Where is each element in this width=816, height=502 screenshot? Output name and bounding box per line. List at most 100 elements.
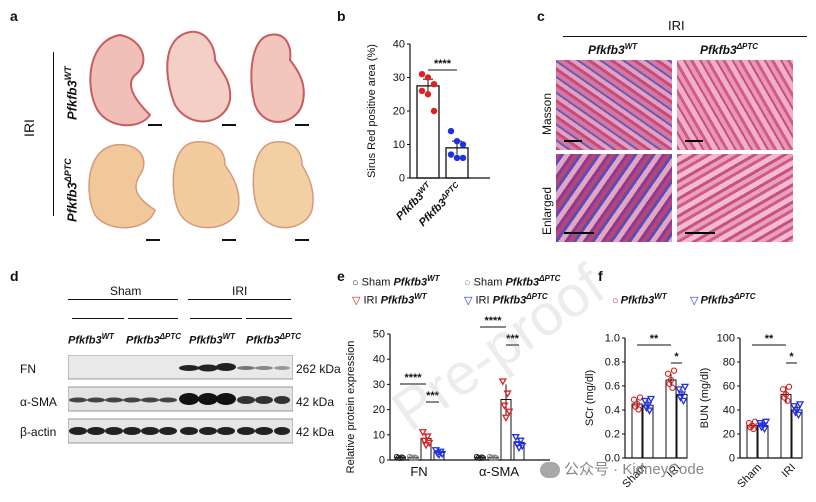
sig-f-iri: * xyxy=(789,351,794,363)
y-tick-label: 0 xyxy=(379,455,385,467)
y-tick-label: 0.0 xyxy=(605,453,620,465)
data-point xyxy=(747,424,754,431)
data-point xyxy=(501,414,511,423)
data-point xyxy=(784,397,791,404)
bar xyxy=(642,404,654,459)
legend-item: ○ Pfkfb3WT xyxy=(612,292,667,307)
data-point xyxy=(418,87,426,95)
data-point xyxy=(459,141,467,148)
x-tick-label: FN xyxy=(410,464,427,479)
data-point xyxy=(640,397,650,406)
panel-c-iri-label: IRI xyxy=(668,18,685,33)
data-point xyxy=(643,402,653,410)
geno-label-3: Pfkfb3WT xyxy=(189,332,236,347)
data-point xyxy=(635,406,642,413)
geno-line-1 xyxy=(72,318,124,319)
y-tick-label: 0.2 xyxy=(605,429,620,441)
panel-c-bracket xyxy=(563,36,807,37)
data-point xyxy=(433,450,442,458)
data-point xyxy=(666,380,673,388)
data-point xyxy=(425,439,434,448)
panel-d-sham: Sham xyxy=(110,284,142,298)
panel-d-letter: d xyxy=(10,268,19,284)
bar xyxy=(416,85,440,179)
y-tick-label: 0.4 xyxy=(605,405,620,417)
data-point xyxy=(421,441,431,450)
data-point xyxy=(645,407,654,415)
sig-e2: *** xyxy=(426,390,440,402)
data-point xyxy=(511,434,520,442)
geno-line-4 xyxy=(246,318,292,319)
panel-c-row-enlarged: Enlarged xyxy=(540,186,554,235)
data-point xyxy=(505,408,514,416)
micrograph-enlarged-ko xyxy=(677,154,793,242)
legend-item: ▽ IRI Pfkfb3ΔPTC xyxy=(464,292,548,307)
data-point xyxy=(423,433,432,441)
y-tick-label: 10 xyxy=(393,139,405,151)
y-tick-label: 60 xyxy=(723,381,735,393)
data-point xyxy=(430,81,438,88)
data-point xyxy=(789,403,799,411)
data-point xyxy=(493,455,500,461)
sig-e3: **** xyxy=(484,315,502,327)
y-tick-label: 1.0 xyxy=(605,333,620,345)
panel-a-letter: a xyxy=(10,8,18,24)
data-point xyxy=(630,396,638,403)
geno-label-4: Pfkfb3ΔPTC xyxy=(246,332,301,347)
sig-f-sham-iri: ** xyxy=(650,333,659,345)
geno-label-1: Pfkfb3WT xyxy=(68,332,115,347)
data-point xyxy=(670,367,678,374)
panel-e-legend: ○ Sham Pfkfb3WT ○ Sham Pfkfb3ΔPTC ▽ IRI Pfkfb… xyxy=(352,274,582,314)
data-point xyxy=(424,74,432,81)
data-point xyxy=(513,441,522,449)
data-point xyxy=(779,386,787,393)
data-point xyxy=(424,91,432,98)
sham-line xyxy=(68,299,178,300)
y-tick-label: 40 xyxy=(723,405,735,417)
data-point xyxy=(794,411,803,420)
data-point xyxy=(514,444,524,452)
data-point xyxy=(748,422,756,429)
data-point xyxy=(500,402,509,410)
panel-a-iri-label: IRI xyxy=(20,119,37,137)
legend-item: ○ Sham Pfkfb3ΔPTC xyxy=(464,274,561,289)
data-point xyxy=(498,378,507,386)
legend-item: ▽ IRI Pfkfb3WT xyxy=(352,292,427,307)
y-tick-label: 40 xyxy=(373,354,385,366)
data-point xyxy=(750,425,757,432)
y-tick-label: 0 xyxy=(399,173,405,185)
kidney-wt-1 xyxy=(89,33,152,127)
panel-e-chart: 0 10 20 30 40 50 Relative protein expression FN… xyxy=(345,315,550,479)
scale-bar xyxy=(564,140,582,142)
data-point xyxy=(453,154,461,162)
micrograph-masson-ko xyxy=(677,60,793,150)
panel-c-col-wt: Pfkfb3WT xyxy=(588,42,638,57)
data-point xyxy=(680,383,690,392)
bar xyxy=(791,409,803,459)
geno-line-2 xyxy=(128,318,178,319)
data-point xyxy=(418,70,426,78)
scale-bar xyxy=(564,232,594,234)
scale-bar xyxy=(685,140,703,142)
micrograph-masson-wt xyxy=(556,60,672,150)
data-point xyxy=(782,391,790,398)
wechat-watermark: 公众号 · KidneyCode xyxy=(540,458,704,479)
x-tick-label: Sham xyxy=(735,462,764,491)
geno-label-2: Pfkfb3ΔPTC xyxy=(126,332,181,347)
panel-d-iri: IRI xyxy=(232,284,248,298)
blot-kda-fn: 262 kDa xyxy=(296,362,341,376)
sig-f-iri: * xyxy=(674,351,679,363)
kidney-wt-3 xyxy=(250,33,305,123)
bar xyxy=(665,379,677,459)
kidney-ko-1 xyxy=(88,144,156,229)
kidney-ko-3 xyxy=(252,141,314,229)
micrograph-enlarged-wt xyxy=(556,154,672,242)
data-point xyxy=(669,384,676,391)
bar xyxy=(780,393,792,459)
blot-label-bactin: β-actin xyxy=(20,425,57,439)
panel-f-letter: f xyxy=(598,268,603,284)
data-point xyxy=(664,370,672,377)
data-point xyxy=(633,400,641,408)
y-tick-label: 100 xyxy=(717,333,735,345)
